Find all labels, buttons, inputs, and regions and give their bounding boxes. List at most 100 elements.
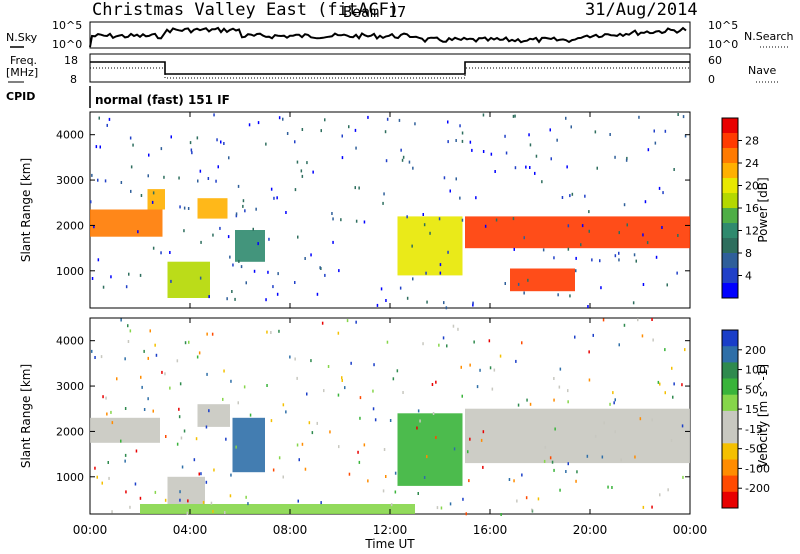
scatter-speck (187, 207, 190, 210)
scatter-speck (376, 303, 379, 307)
scatter-speck (515, 359, 517, 363)
colorbar-swatch (722, 223, 738, 239)
scatter-speck (231, 290, 233, 293)
scatter-speck (565, 116, 567, 120)
scatter-speck (664, 391, 666, 395)
nsearch-label: N.Search (744, 30, 794, 43)
scatter-speck (147, 397, 149, 401)
scatter-speck (480, 438, 483, 442)
scatter-speck (394, 471, 397, 475)
scatter-speck (268, 237, 270, 241)
scatter-speck (234, 297, 236, 301)
scatter-speck (199, 169, 202, 173)
scatter-speck (399, 286, 402, 290)
scatter-speck (308, 421, 311, 425)
scatter-speck (655, 255, 658, 259)
scatter-speck (110, 410, 112, 414)
scatter-speck (193, 458, 196, 462)
scatter-speck (94, 356, 96, 359)
scatter-speck (120, 439, 122, 443)
scatter-speck (419, 419, 421, 423)
scatter-speck (340, 218, 342, 222)
scatter-speck (277, 272, 279, 276)
x-axis-label: Time UT (364, 537, 415, 551)
scatter-speck (278, 456, 281, 460)
scatter-speck (559, 367, 562, 371)
colorbar-swatch (722, 443, 738, 460)
scatter-speck (580, 243, 582, 247)
scatter-speck (178, 176, 180, 180)
scatter-speck (462, 497, 464, 501)
scatter-speck (125, 490, 127, 494)
ytick-label: 1000 (56, 471, 84, 484)
freq-label-line1: Freq. (10, 54, 37, 67)
scatter-speck (91, 349, 93, 353)
velocity-data-layer (90, 318, 690, 516)
colorbar-tick-label: 50 (745, 383, 759, 396)
power-echo-region (90, 209, 163, 237)
scatter-speck (266, 330, 268, 334)
scatter-speck (91, 173, 93, 177)
scatter-speck (494, 170, 496, 173)
scatter-speck (321, 321, 324, 325)
scatter-speck (553, 468, 555, 472)
scatter-speck (97, 178, 99, 182)
scatter-speck (651, 418, 653, 422)
scatter-speck (662, 191, 664, 195)
velocity-echo-region (232, 417, 265, 473)
scatter-speck (235, 445, 237, 449)
freq-trace (90, 61, 690, 75)
scatter-speck (637, 318, 639, 322)
scatter-speck (406, 215, 408, 219)
scatter-speck (523, 291, 525, 295)
scatter-speck (331, 212, 333, 215)
scatter-speck (270, 331, 272, 334)
scatter-speck (297, 235, 299, 239)
scatter-speck (575, 256, 577, 260)
scatter-speck (116, 377, 118, 381)
scatter-speck (673, 168, 675, 171)
beam-label: Beam 17 (343, 3, 406, 21)
scatter-speck (586, 454, 589, 458)
scatter-speck (341, 134, 343, 138)
scatter-speck (499, 354, 502, 358)
colorbar-swatch (722, 118, 738, 134)
colorbar-tick-label: -100 (745, 462, 770, 475)
ytick-label: 4000 (56, 335, 84, 348)
scatter-speck (469, 437, 471, 441)
scatter-speck (188, 340, 190, 344)
colorbar-tick-label: -15 (745, 423, 763, 436)
scatter-speck (354, 186, 356, 190)
colorbar-frame (721, 329, 739, 509)
scatter-speck (543, 459, 546, 463)
scatter-speck (120, 318, 122, 322)
scatter-speck (435, 436, 437, 439)
scatter-speck (618, 251, 620, 255)
xtick-label: 04:00 (173, 523, 208, 537)
scatter-speck (443, 301, 445, 305)
power-echo-region (510, 268, 575, 292)
scatter-speck (618, 258, 620, 262)
scatter-speck (672, 395, 674, 399)
ytick-label: 2000 (56, 219, 84, 232)
scatter-speck (452, 324, 455, 328)
scatter-speck (550, 157, 552, 161)
scatter-speck (332, 240, 334, 244)
scatter-speck (535, 154, 538, 158)
scatter-speck (228, 156, 230, 160)
scatter-speck (557, 293, 559, 297)
scatter-speck (626, 223, 628, 227)
scatter-speck (348, 472, 351, 476)
scatter-speck (324, 273, 326, 277)
scatter-speck (267, 270, 269, 274)
scatter-speck (625, 158, 628, 162)
scatter-speck (152, 246, 155, 250)
scatter-speck (285, 410, 287, 414)
velocity-echo-region (167, 476, 205, 504)
scatter-speck (512, 114, 515, 118)
scatter-speck (385, 159, 388, 163)
scatter-speck (440, 506, 443, 510)
scatter-speck (400, 148, 402, 152)
velocity-colorbar-label: Velocity [m s^-1] (756, 364, 770, 468)
scatter-speck (341, 376, 343, 380)
